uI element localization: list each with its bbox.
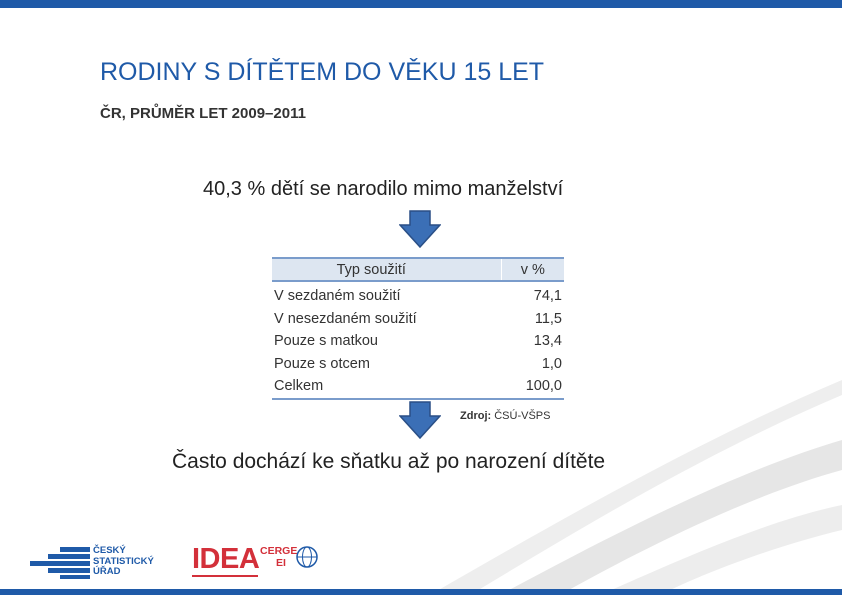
row-label: V nesezdaném soužití bbox=[274, 310, 417, 327]
csu-logo-line3: ÚŘAD bbox=[93, 566, 121, 577]
table-row: V sezdaném soužití 74,1 bbox=[272, 281, 564, 308]
bottom-accent-bar bbox=[0, 589, 842, 595]
source-note: Zdroj: ČSÚ-VŠPS bbox=[460, 410, 550, 422]
row-value: 74,1 bbox=[533, 288, 562, 305]
globe-icon bbox=[296, 546, 318, 568]
idea-logo-cerge: CERGE bbox=[260, 545, 298, 557]
row-label: Pouze s otcem bbox=[274, 355, 370, 372]
idea-cerge-logo: IDEA CERGE EI bbox=[192, 543, 322, 579]
csu-logo-line1: ČESKÝ bbox=[93, 545, 126, 556]
csu-logo: ČESKÝ STATISTICKÝ ÚŘAD bbox=[30, 545, 160, 579]
arrow-down-icon bbox=[399, 401, 441, 439]
row-label: V sezdaném soužití bbox=[274, 288, 401, 305]
idea-logo-ei: EI bbox=[276, 557, 286, 569]
row-value: 11,5 bbox=[534, 310, 562, 327]
table-row: V nesezdaném soužití 11,5 bbox=[272, 308, 564, 331]
row-value: 100,0 bbox=[501, 375, 564, 400]
csu-logo-line2: STATISTICKÝ bbox=[93, 555, 154, 567]
key-statistic: 40,3 % dětí se narodilo mimo manželství bbox=[203, 178, 564, 200]
conclusion-text: Často dochází ke sňatku až po narození d… bbox=[172, 450, 606, 473]
table-row: Pouze s otcem 1,0 bbox=[272, 353, 564, 376]
csu-logo-stripes bbox=[30, 547, 90, 579]
idea-logo-main: IDEA bbox=[192, 543, 260, 575]
cohabitation-table: Typ soužití v % V sezdaném soužití 74,1 … bbox=[272, 257, 564, 400]
source-label: Zdroj: bbox=[460, 410, 492, 422]
page-title: RODINY S DÍTĚTEM DO VĚKU 15 LET bbox=[100, 58, 545, 86]
idea-logo-underline bbox=[192, 575, 258, 577]
row-label: Celkem bbox=[272, 375, 502, 400]
column-header-percent: v % bbox=[500, 257, 564, 282]
column-header-type: Typ soužití bbox=[272, 257, 502, 282]
source-value: ČSÚ-VŠPS bbox=[494, 410, 551, 422]
row-label: Pouze s matkou bbox=[274, 333, 378, 350]
table-row: Pouze s matkou 13,4 bbox=[272, 330, 564, 353]
row-value: 13,4 bbox=[533, 333, 562, 350]
table-header-row: Typ soužití v % bbox=[272, 257, 564, 282]
row-value: 1,0 bbox=[541, 355, 562, 372]
arrow-down-icon bbox=[399, 210, 441, 248]
page-subtitle: ČR, PRŮMĚR LET 2009–2011 bbox=[100, 105, 306, 122]
top-accent-bar bbox=[0, 0, 842, 8]
table-row-total: Celkem 100,0 bbox=[272, 375, 564, 400]
